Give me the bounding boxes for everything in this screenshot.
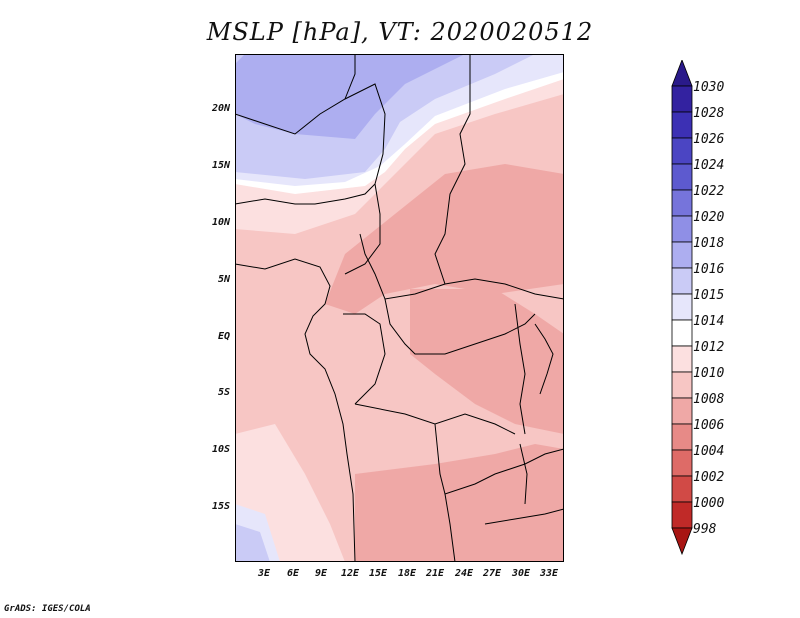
colorbar-segment: [671, 345, 693, 373]
colorbar-segment: [671, 319, 693, 347]
colorbar-label: 1008: [693, 392, 725, 407]
mslp-map: [235, 54, 564, 562]
colorbar-label: 1010: [693, 366, 725, 381]
colorbar-label: 1014: [693, 314, 725, 329]
colorbar-segment: [671, 371, 693, 399]
colorbar-label: 1022: [693, 184, 725, 199]
colorbar-label: 1028: [693, 106, 725, 121]
colorbar-segment: [671, 267, 693, 295]
colorbar-segment: [671, 293, 693, 321]
map-frame: [235, 54, 564, 562]
lat-tick: EQ: [217, 331, 230, 342]
credit-text: GrADS: IGES/COLA: [4, 604, 91, 614]
lat-tick: 10N: [211, 217, 230, 228]
lon-tick: 3E: [257, 568, 271, 579]
lat-tick: 5S: [217, 387, 230, 398]
colorbar-label: 1024: [693, 158, 725, 173]
map-panel: [235, 54, 564, 562]
lon-tick: 12E: [340, 568, 360, 579]
colorbar-segment: [671, 111, 693, 139]
colorbar-segment: [671, 189, 693, 217]
colorbar-label: 998: [693, 522, 717, 537]
map-title: MSLP [hPa], VT: 2020020512: [206, 18, 594, 46]
colorbar-label: 1018: [693, 236, 725, 251]
lat-tick: 10S: [211, 444, 230, 455]
lon-tick: 15E: [368, 568, 388, 579]
colorbar-label: 1004: [693, 444, 725, 459]
lat-tick: 5N: [217, 274, 230, 285]
lon-tick: 24E: [454, 568, 474, 579]
lon-tick: 30E: [511, 568, 531, 579]
colorbar-label: 1002: [693, 470, 725, 485]
colorbar-segment: [671, 397, 693, 425]
colorbar-segment: [671, 241, 693, 269]
colorbar-segment: [671, 137, 693, 165]
colorbar-segment: [671, 501, 693, 529]
lat-tick: 20N: [211, 103, 230, 114]
colorbar-segment: [671, 423, 693, 451]
lon-tick: 21E: [425, 568, 445, 579]
lat-tick: 15S: [211, 501, 230, 512]
colorbar-label: 1012: [693, 340, 725, 355]
colorbar-label: 1016: [693, 262, 725, 277]
colorbar-label: 1000: [693, 496, 725, 511]
field-1018-sw: [235, 524, 270, 562]
field-1008-chad: [325, 164, 564, 314]
colorbar-label: 1006: [693, 418, 725, 433]
colorbar-segment: [671, 215, 693, 243]
lat-tick: 15N: [211, 160, 230, 171]
coastlines-borders: [235, 54, 564, 562]
colorbar-label: 1026: [693, 132, 725, 147]
colorbar: [671, 60, 693, 556]
colorbar-label: 1020: [693, 210, 725, 225]
lon-tick: 18E: [397, 568, 417, 579]
colorbar-segment: [671, 475, 693, 503]
colorbar-bottom-arrow: [671, 527, 693, 556]
colorbar-segment: [671, 85, 693, 113]
colorbar-segment: [671, 449, 693, 477]
lon-tick: 27E: [482, 568, 502, 579]
lon-tick: 6E: [286, 568, 300, 579]
colorbar-label: 1015: [693, 288, 725, 303]
field-1008-congo: [410, 289, 564, 434]
lon-tick: 33E: [539, 568, 559, 579]
colorbar-segment: [671, 163, 693, 191]
colorbar-top-arrow: [671, 60, 693, 87]
colorbar-label: 1030: [693, 80, 725, 95]
field-1008-south: [355, 444, 564, 562]
lon-tick: 9E: [314, 568, 328, 579]
